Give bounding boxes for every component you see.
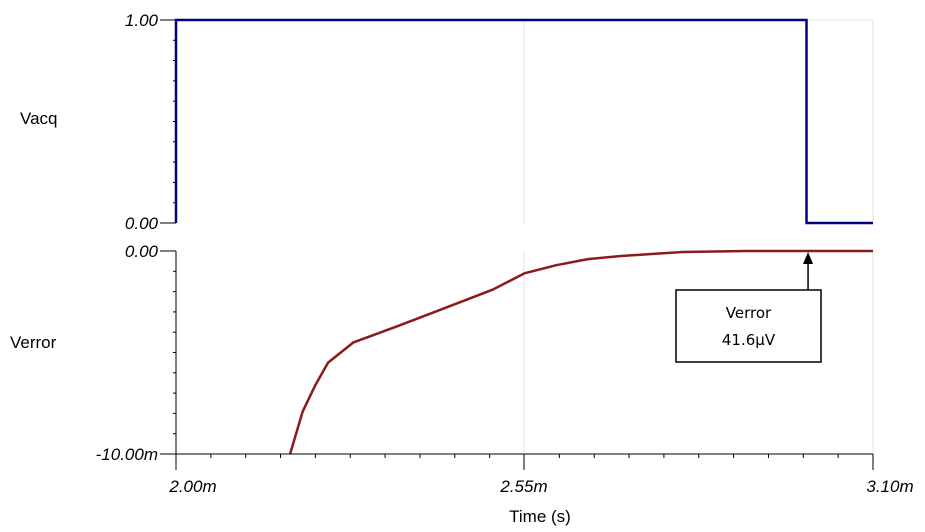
x-tick-label-0: 2.00m bbox=[168, 477, 216, 496]
vacq-panel: 1.00 0.00 Vacq bbox=[20, 11, 873, 233]
verror-panel: 0.00 -10.00m Verror Verror 41.6µV bbox=[10, 242, 873, 464]
annotation-box bbox=[676, 290, 821, 362]
annotation-label: Verror bbox=[726, 304, 772, 322]
vacq-ylabel: Vacq bbox=[20, 109, 58, 128]
x-tick-label-2: 3.10m bbox=[866, 477, 913, 496]
vacq-ytick-bottom: 0.00 bbox=[125, 214, 159, 233]
x-tick-label-1: 2.55m bbox=[499, 477, 547, 496]
annotation-value: 41.6µV bbox=[722, 331, 776, 349]
annotation-arrow-head bbox=[803, 252, 813, 264]
vacq-ytick-top: 1.00 bbox=[125, 11, 159, 30]
verror-ytick-top: 0.00 bbox=[125, 242, 159, 261]
verror-ytick-bottom: -10.00m bbox=[96, 445, 158, 464]
x-axis: 2.00m 2.55m 3.10m Time (s) bbox=[168, 454, 913, 526]
x-axis-label: Time (s) bbox=[509, 507, 571, 526]
verror-annotation: Verror 41.6µV bbox=[676, 252, 821, 362]
verror-ylabel: Verror bbox=[10, 333, 57, 352]
